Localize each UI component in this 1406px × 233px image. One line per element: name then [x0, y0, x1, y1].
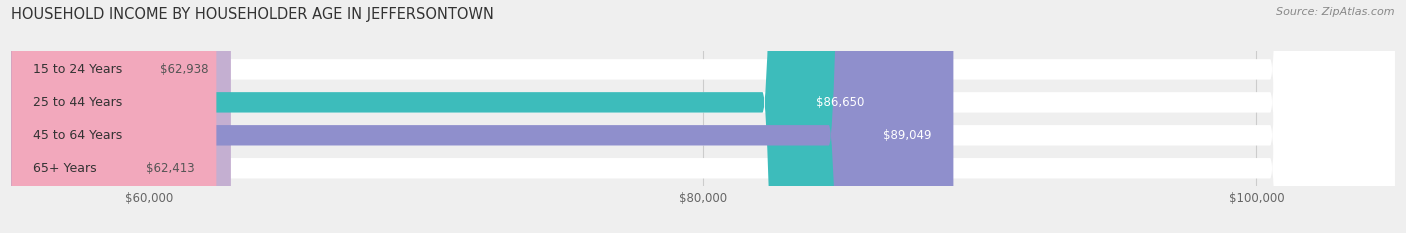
FancyBboxPatch shape — [11, 0, 1395, 233]
FancyBboxPatch shape — [11, 0, 217, 233]
FancyBboxPatch shape — [11, 0, 953, 233]
Text: $62,938: $62,938 — [160, 63, 208, 76]
FancyBboxPatch shape — [11, 0, 887, 233]
Text: 65+ Years: 65+ Years — [34, 162, 97, 175]
Text: $62,413: $62,413 — [146, 162, 194, 175]
FancyBboxPatch shape — [11, 0, 1395, 233]
Text: 25 to 44 Years: 25 to 44 Years — [34, 96, 122, 109]
Text: HOUSEHOLD INCOME BY HOUSEHOLDER AGE IN JEFFERSONTOWN: HOUSEHOLD INCOME BY HOUSEHOLDER AGE IN J… — [11, 7, 494, 22]
Text: $86,650: $86,650 — [817, 96, 865, 109]
Text: $89,049: $89,049 — [883, 129, 931, 142]
FancyBboxPatch shape — [11, 0, 1395, 233]
FancyBboxPatch shape — [11, 0, 231, 233]
Text: Source: ZipAtlas.com: Source: ZipAtlas.com — [1277, 7, 1395, 17]
FancyBboxPatch shape — [11, 0, 1395, 233]
Text: 15 to 24 Years: 15 to 24 Years — [34, 63, 122, 76]
Text: 45 to 64 Years: 45 to 64 Years — [34, 129, 122, 142]
